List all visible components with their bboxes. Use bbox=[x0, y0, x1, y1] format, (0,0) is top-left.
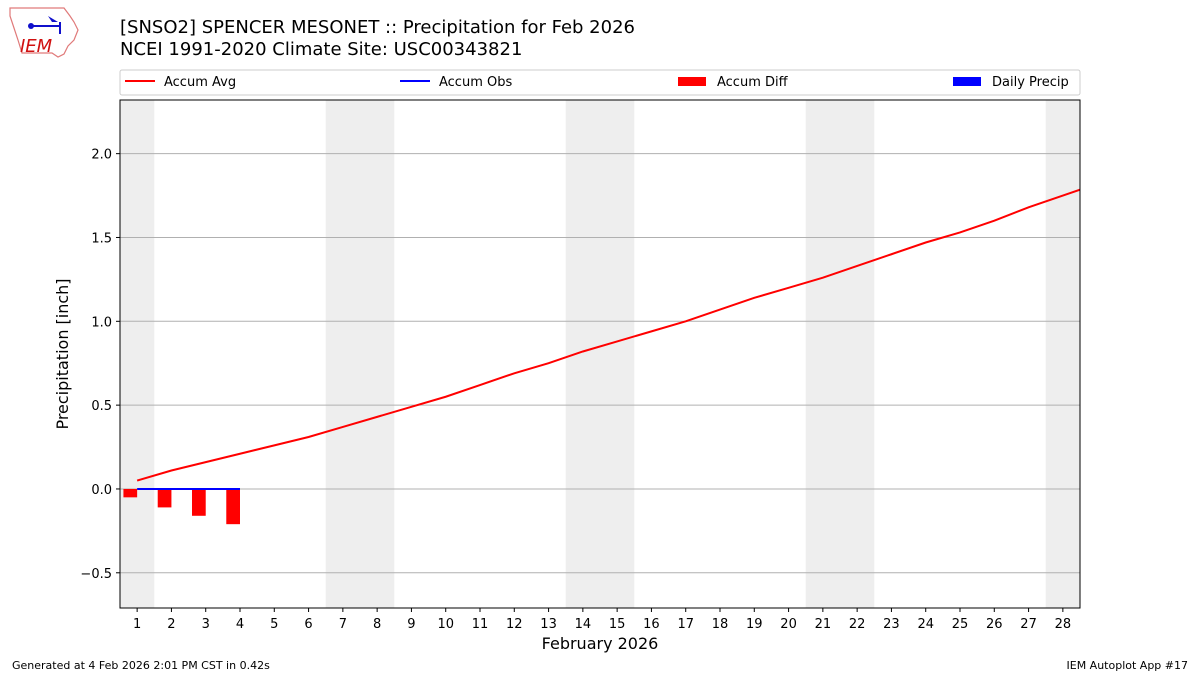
x-tick-label: 25 bbox=[952, 617, 969, 632]
legend-label: Accum Diff bbox=[717, 75, 789, 90]
x-tick-label: 14 bbox=[575, 617, 592, 632]
footer-generated: Generated at 4 Feb 2026 2:01 PM CST in 0… bbox=[12, 659, 270, 672]
x-tick-label: 27 bbox=[1020, 617, 1037, 632]
x-tick-label: 12 bbox=[506, 617, 523, 632]
y-tick-label: 0.0 bbox=[91, 483, 112, 498]
x-tick-label: 16 bbox=[643, 617, 660, 632]
bar-accum-diff bbox=[157, 488, 172, 508]
x-tick-label: 22 bbox=[849, 617, 866, 632]
legend-label: Accum Avg bbox=[164, 75, 236, 90]
weekend-shade bbox=[325, 100, 360, 608]
x-tick-label: 1 bbox=[133, 617, 141, 632]
footer-app: IEM Autoplot App #17 bbox=[1066, 659, 1189, 672]
x-tick-label: 4 bbox=[236, 617, 244, 632]
weekend-shade bbox=[565, 100, 600, 608]
x-tick-label: 6 bbox=[304, 617, 312, 632]
y-tick-label: 1.0 bbox=[91, 315, 112, 330]
y-tick-label: 1.5 bbox=[91, 231, 112, 246]
x-tick-label: 21 bbox=[815, 617, 832, 632]
x-tick-label: 7 bbox=[339, 617, 347, 632]
x-tick-label: 15 bbox=[609, 617, 626, 632]
logo-text: IEM bbox=[20, 36, 53, 57]
x-tick-label: 18 bbox=[712, 617, 729, 632]
x-tick-label: 9 bbox=[407, 617, 415, 632]
x-tick-label: 3 bbox=[202, 617, 210, 632]
x-axis-label: February 2026 bbox=[542, 634, 659, 653]
weekend-shade bbox=[600, 100, 635, 608]
x-tick-label: 19 bbox=[746, 617, 763, 632]
line-accum-avg bbox=[136, 188, 1080, 482]
weekend-shade bbox=[1045, 100, 1080, 608]
legend-label: Accum Obs bbox=[439, 75, 512, 90]
x-tick-label: 11 bbox=[472, 617, 489, 632]
weekend-shade bbox=[360, 100, 395, 608]
weekend-shade bbox=[805, 100, 840, 608]
x-tick-label: 10 bbox=[437, 617, 454, 632]
x-tick-label: 17 bbox=[677, 617, 694, 632]
legend-swatch bbox=[678, 77, 706, 86]
bar-accum-diff bbox=[123, 488, 138, 498]
weekend-shade bbox=[840, 100, 875, 608]
bar-accum-diff bbox=[226, 488, 240, 525]
legend-swatch bbox=[953, 77, 981, 86]
x-tick-label: 23 bbox=[883, 617, 900, 632]
x-tick-label: 26 bbox=[986, 617, 1003, 632]
y-axis-label: Precipitation [inch] bbox=[53, 278, 72, 429]
x-tick-label: 13 bbox=[540, 617, 557, 632]
x-tick-label: 24 bbox=[917, 617, 934, 632]
chart-title-line2: NCEI 1991-2020 Climate Site: USC00343821 bbox=[120, 39, 523, 60]
x-tick-label: 28 bbox=[1055, 617, 1072, 632]
legend-label: Daily Precip bbox=[992, 75, 1069, 90]
plot-frame bbox=[119, 99, 1081, 609]
x-tick-label: 8 bbox=[373, 617, 381, 632]
x-tick-label: 2 bbox=[167, 617, 175, 632]
chart-title-line1: [SNSO2] SPENCER MESONET :: Precipitation… bbox=[120, 17, 635, 38]
y-tick-label: −0.5 bbox=[80, 567, 112, 582]
y-tick-label: 0.5 bbox=[91, 399, 112, 414]
y-tick-label: 2.0 bbox=[91, 148, 112, 163]
bar-accum-diff bbox=[192, 488, 206, 516]
x-tick-label: 5 bbox=[270, 617, 278, 632]
x-tick-label: 20 bbox=[780, 617, 797, 632]
legend: Accum Avg Accum Obs Accum Diff Daily Precip bbox=[119, 69, 1081, 96]
iem-logo: IEM bbox=[9, 7, 79, 58]
weekend-shade bbox=[120, 100, 155, 608]
